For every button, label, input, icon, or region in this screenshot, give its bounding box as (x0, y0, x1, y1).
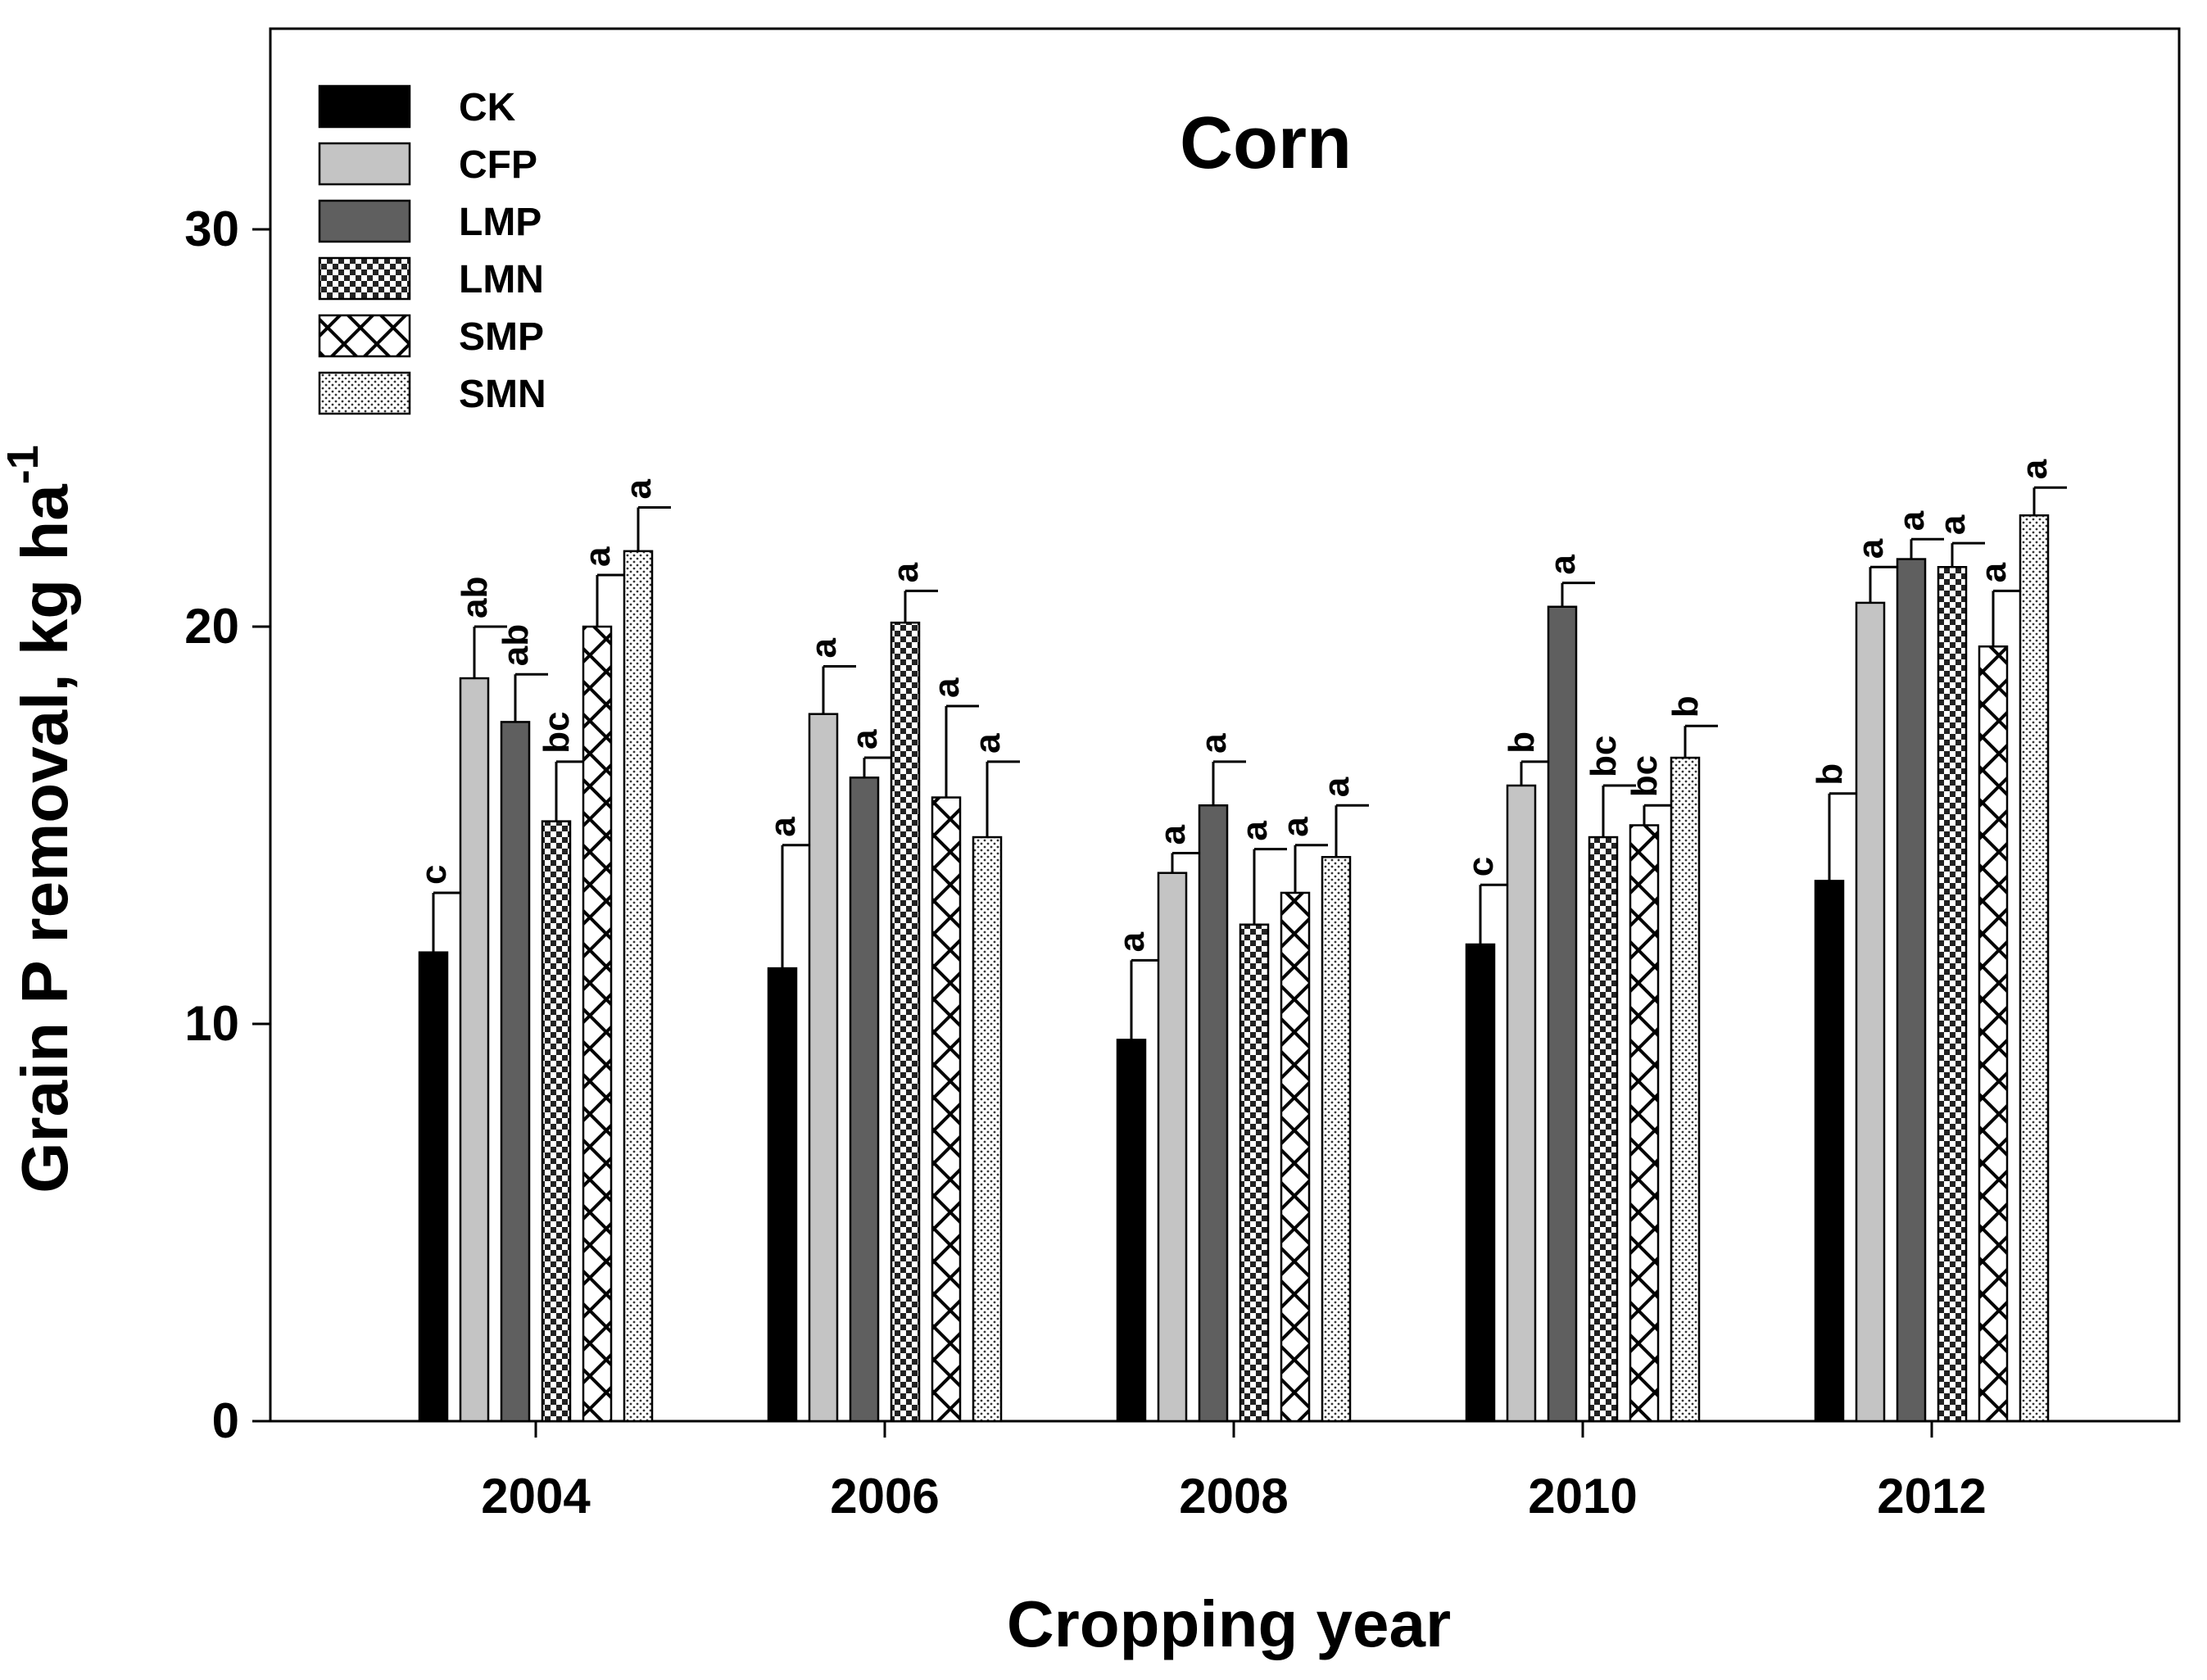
bar-lmn-2010 (1588, 835, 1619, 1423)
significance-letter: a (1974, 562, 2014, 582)
bar-cfp-2010 (1506, 784, 1537, 1423)
bar-smn-2008 (1321, 856, 1352, 1423)
legend-swatch-cfp (318, 142, 411, 186)
significance-letter: ab (496, 624, 536, 666)
bar-ck-2012 (1814, 880, 1845, 1423)
significance-letter: a (804, 638, 844, 659)
x-axis-label: Cropping year (1007, 1587, 1451, 1660)
legend-label-ck: CK (459, 86, 516, 129)
y-axis-label-superscript: -1 (0, 445, 48, 484)
bar-smn-2010 (1670, 756, 1701, 1423)
bar-ck-2008 (1116, 1039, 1147, 1423)
bar-smn-2006 (972, 835, 1003, 1423)
bar-cfp-2012 (1855, 601, 1886, 1423)
significance-letter: a (1194, 733, 1234, 754)
significance-letter: a (1153, 824, 1193, 845)
significance-letter: a (927, 677, 967, 698)
y-tick-label: 10 (184, 996, 239, 1051)
bar-ck-2004 (418, 951, 449, 1423)
legend: CK CFP LMP LMN SMP SMN (318, 84, 546, 416)
bar-smn-2012 (2019, 514, 2050, 1423)
legend-swatch-ck (318, 84, 411, 129)
legend-swatch-smn (318, 371, 411, 415)
y-tick-label: 30 (184, 202, 239, 256)
bar-lmn-2012 (1937, 566, 1968, 1423)
significance-letter: a (1112, 931, 1152, 952)
significance-letter: bc (537, 712, 577, 754)
legend-label-lmp: LMP (459, 201, 542, 244)
significance-letter: a (578, 546, 618, 567)
bar-lmn-2004 (541, 820, 572, 1423)
bar-lmp-2004 (500, 721, 531, 1423)
x-tick-label: 2006 (830, 1469, 939, 1524)
significance-letter: a (845, 729, 885, 749)
x-tick-label: 2012 (1877, 1469, 1986, 1524)
significance-letter: bc (1625, 755, 1665, 797)
significance-letter: bc (1584, 736, 1624, 777)
legend-label-smp: SMP (459, 315, 544, 359)
bar-smp-2004 (582, 625, 613, 1423)
bar-cfp-2006 (808, 713, 839, 1423)
significance-letter: c (414, 864, 454, 884)
y-axis-label-main: Grain P removal, kg ha (8, 484, 81, 1193)
significance-letter: a (1851, 538, 1891, 559)
x-tick-label: 2008 (1179, 1469, 1288, 1524)
significance-letter: a (619, 479, 659, 500)
legend-label-smn: SMN (459, 373, 546, 416)
bar-cfp-2004 (459, 677, 490, 1423)
significance-letter: a (886, 562, 926, 582)
bar-smn-2004 (623, 550, 654, 1423)
x-tick-label: 2010 (1528, 1469, 1637, 1524)
significance-letter: ab (455, 577, 495, 618)
significance-letter: b (1810, 763, 1850, 786)
y-axis: 0 10 20 30 (184, 202, 270, 1448)
legend-swatch-smp (318, 314, 411, 358)
x-axis: 2004 2006 2008 2010 2012 (481, 1421, 1987, 1524)
bar-lmp-2008 (1198, 804, 1229, 1423)
significance-letter: a (2014, 459, 2055, 479)
significance-letter: a (1933, 514, 1973, 535)
bar-lmn-2006 (890, 621, 921, 1423)
bar-lmp-2010 (1547, 605, 1578, 1423)
bar-lmp-2012 (1896, 558, 1927, 1423)
bar-smp-2012 (1978, 645, 2009, 1423)
significance-letter: a (1316, 777, 1357, 797)
bar-cfp-2008 (1157, 872, 1188, 1423)
significance-letter: b (1665, 695, 1706, 718)
significance-letter: a (1543, 555, 1583, 575)
bar-smp-2008 (1280, 891, 1311, 1423)
significance-letter: a (1276, 817, 1316, 837)
significance-letter: a (763, 817, 803, 837)
bar-smp-2006 (931, 796, 962, 1423)
legend-label-cfp: CFP (459, 143, 537, 187)
bar-ck-2010 (1465, 943, 1496, 1423)
chart-title: Corn (1180, 102, 1352, 184)
legend-swatch-lmp (318, 199, 411, 243)
significance-letter: a (1235, 821, 1275, 841)
bar-lmp-2006 (849, 777, 880, 1423)
y-tick-label: 20 (184, 599, 239, 654)
significance-letter: a (1892, 510, 1932, 531)
y-axis-label: Grain P removal, kg ha-1 (0, 445, 81, 1193)
legend-label-lmn: LMN (459, 258, 544, 301)
bar-smp-2010 (1629, 824, 1660, 1423)
significance-letter: b (1502, 731, 1542, 754)
svg-text:Grain P removal, kg ha-1: Grain P removal, kg ha-1 (0, 445, 81, 1193)
y-tick-label: 0 (212, 1393, 239, 1448)
significance-letter: a (968, 733, 1008, 754)
bar-ck-2006 (767, 967, 798, 1423)
significance-letter: c (1461, 857, 1501, 876)
x-tick-label: 2004 (481, 1469, 591, 1524)
legend-swatch-lmn (318, 256, 411, 301)
bar-lmn-2008 (1239, 923, 1270, 1423)
